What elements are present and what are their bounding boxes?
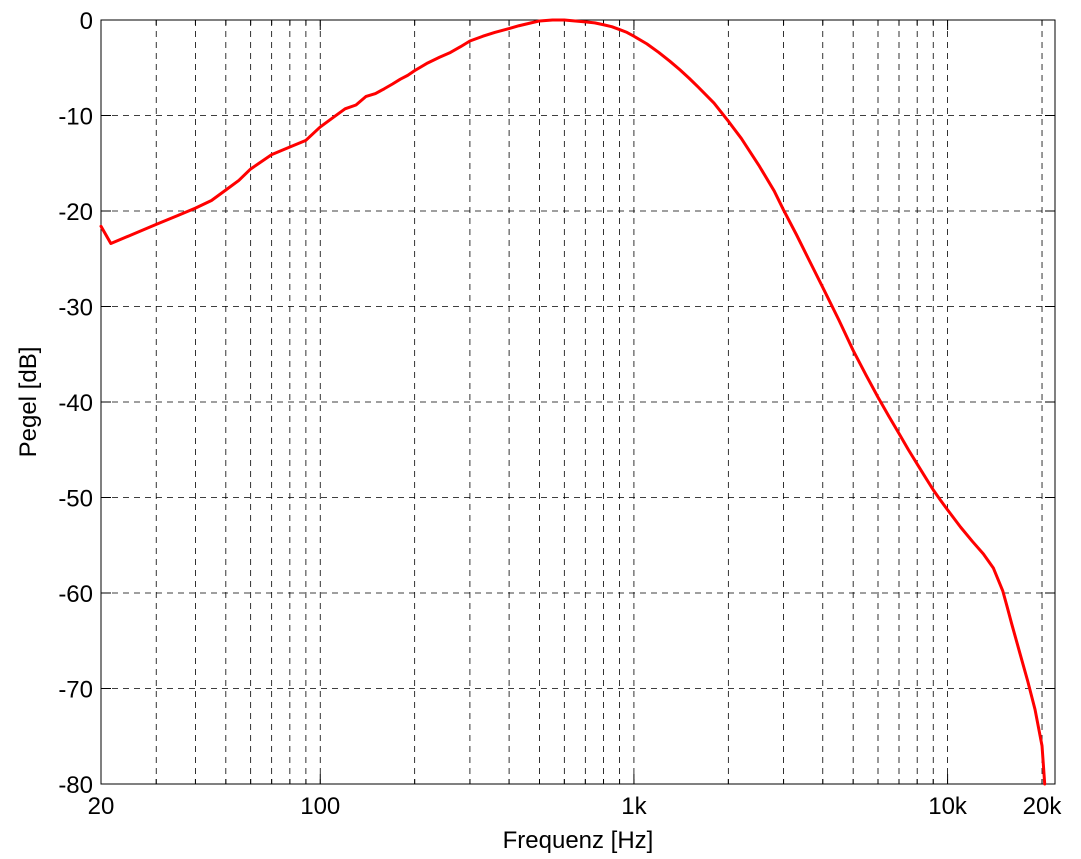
axis-ticks — [101, 19, 1055, 785]
series-line — [99, 18, 1047, 786]
x-tick-label: 20k — [1023, 793, 1063, 820]
y-tick-label: -10 — [58, 104, 93, 131]
y-tick-label: -50 — [58, 486, 93, 513]
y-tick-label: -40 — [58, 390, 93, 417]
x-tick-label: 100 — [300, 793, 340, 820]
x-axis-title: Frequenz [Hz] — [503, 827, 654, 854]
data-series-group — [99, 18, 1047, 786]
y-axis-title: Pegel [dB] — [15, 347, 42, 458]
x-tick-label: 1k — [621, 793, 647, 820]
grid — [101, 20, 1055, 784]
x-tick-label: 10k — [928, 793, 968, 820]
y-tick-label: -70 — [58, 677, 93, 704]
y-tick-label: 0 — [80, 8, 93, 35]
y-tick-label: -20 — [58, 199, 93, 226]
y-tick-label: -30 — [58, 295, 93, 322]
y-tick-label: -60 — [58, 581, 93, 608]
y-tick-label: -80 — [58, 772, 93, 799]
x-tick-label: 20 — [88, 793, 115, 820]
